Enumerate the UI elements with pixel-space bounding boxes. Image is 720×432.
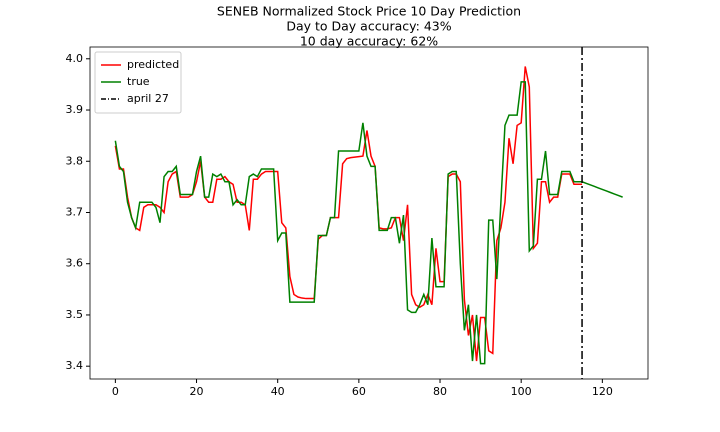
x-tick-label: 100 (511, 385, 532, 398)
legend-label: predicted (127, 58, 179, 71)
x-tick-label: 40 (271, 385, 285, 398)
x-tick-label: 120 (592, 385, 613, 398)
y-tick-label: 3.5 (66, 308, 84, 321)
legend-label: true (127, 75, 150, 88)
plot-frame (89, 46, 649, 380)
chart-subtitle: 10 day accuracy: 62% (300, 34, 438, 49)
x-tick-label: 20 (190, 385, 204, 398)
y-tick-label: 3.4 (66, 359, 84, 372)
y-tick-label: 4.0 (66, 52, 84, 65)
legend-box (94, 51, 182, 114)
y-tick-label: 3.6 (66, 257, 84, 270)
x-tick-label: 60 (352, 385, 366, 398)
series-line (114, 81, 623, 365)
x-tick-label: 80 (433, 385, 447, 398)
legend-label: april 27 (127, 92, 169, 105)
y-tick-label: 3.9 (66, 103, 84, 116)
y-tick-label: 3.7 (66, 205, 84, 218)
y-tick-label: 3.8 (66, 154, 84, 167)
chart-subtitle: Day to Day accuracy: 43% (286, 19, 451, 34)
chart-title: SENEB Normalized Stock Price 10 Day Pred… (217, 4, 521, 19)
x-tick-label: 0 (112, 385, 119, 398)
series-line (114, 66, 583, 362)
